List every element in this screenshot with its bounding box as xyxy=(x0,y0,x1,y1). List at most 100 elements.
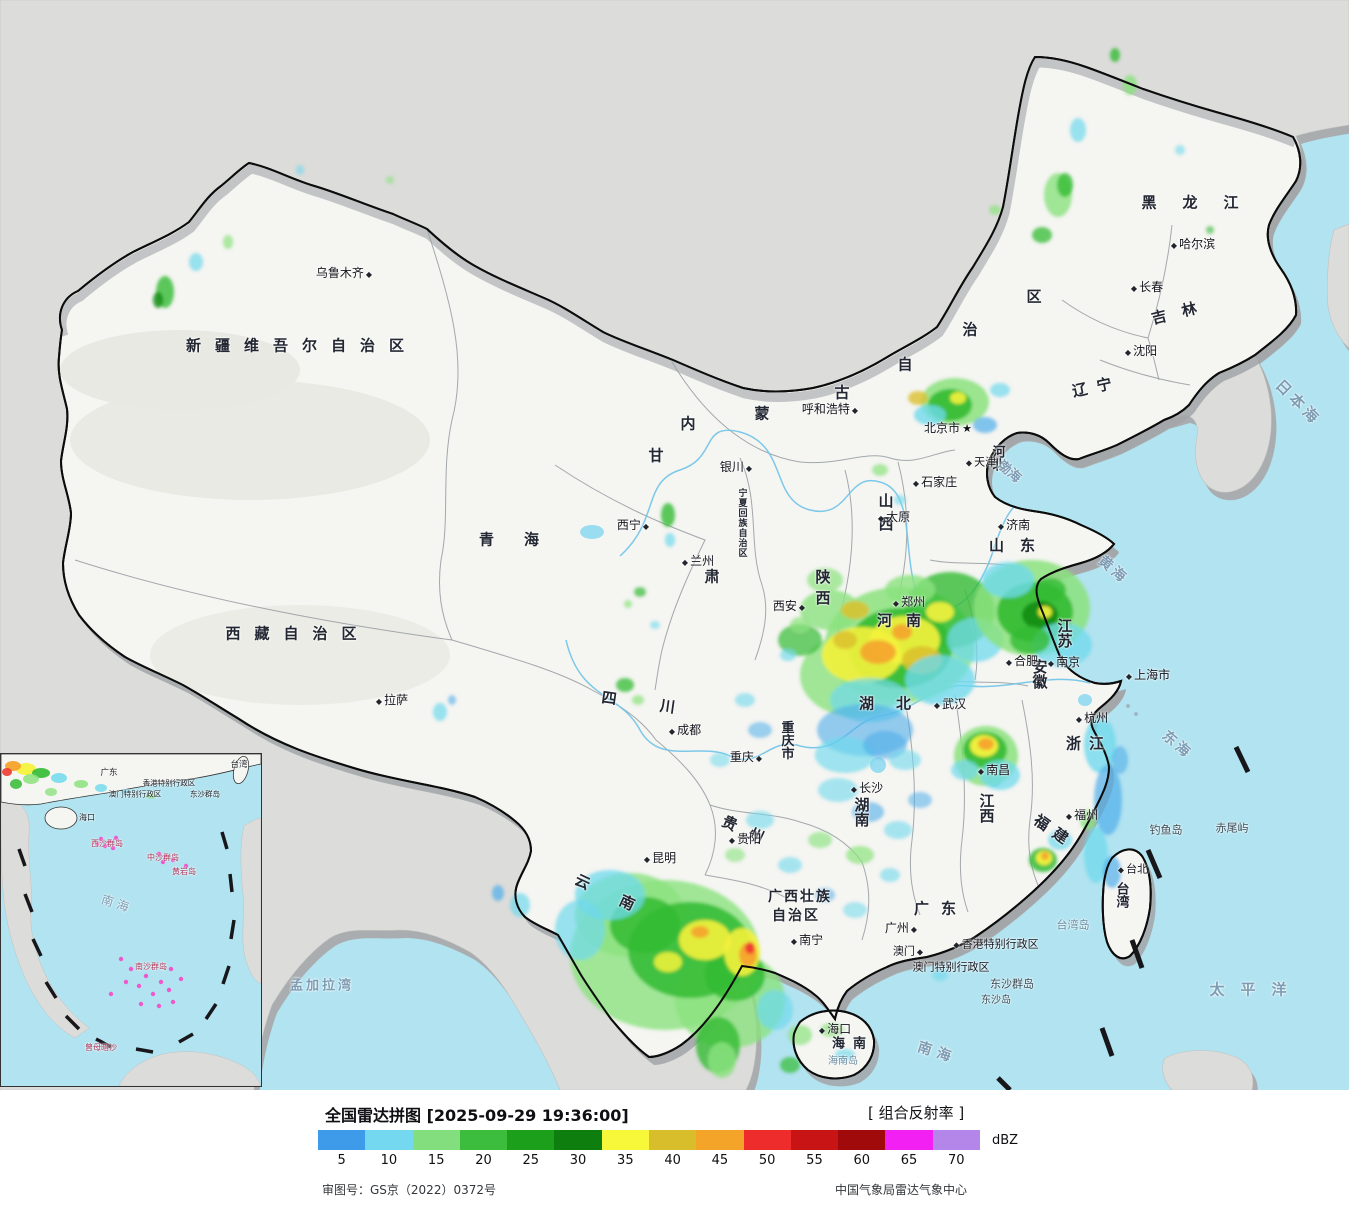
legend-color-cell xyxy=(885,1130,933,1150)
radar-echo xyxy=(386,176,394,184)
lake-qinghai xyxy=(580,525,604,539)
radar-echo xyxy=(778,857,802,873)
island-dot xyxy=(143,973,149,979)
boundary-dash xyxy=(23,893,34,913)
legend-color-cell xyxy=(696,1130,744,1150)
radar-echo xyxy=(1048,830,1072,850)
radar-echo xyxy=(121,789,131,795)
radar-echo xyxy=(780,649,796,661)
inset-philippines-land xyxy=(240,817,261,985)
legend-color-cell xyxy=(507,1130,555,1150)
radar-echo xyxy=(880,868,900,882)
radar-echo xyxy=(835,1049,855,1061)
radar-echo xyxy=(990,383,1010,397)
north-border-shadow-band xyxy=(58,58,1297,402)
terrain-shading xyxy=(60,330,300,410)
legend-tick-label: 15 xyxy=(427,1153,445,1168)
radar-echo xyxy=(708,1042,736,1078)
radar-echo xyxy=(885,575,935,605)
legend-color-cell xyxy=(601,1130,649,1150)
island-dot xyxy=(118,956,124,962)
island-dot xyxy=(138,1001,144,1007)
island-dot xyxy=(163,854,169,860)
legend-color-cell xyxy=(554,1130,602,1150)
radar-echo xyxy=(778,624,822,656)
legend-tick-label: 10 xyxy=(380,1153,398,1168)
lake-dongting xyxy=(870,757,886,773)
boundary-dash xyxy=(1145,849,1163,879)
radar-echo xyxy=(1123,75,1137,95)
china-interior xyxy=(58,58,1297,941)
radar-echo xyxy=(10,779,22,789)
map-title: 全国雷达拼图 [2025-09-29 19:36:00] xyxy=(325,1106,629,1125)
radar-echo xyxy=(790,617,810,633)
radar-echo xyxy=(1010,626,1050,654)
legend-tick-label: 20 xyxy=(475,1153,492,1168)
radar-echo xyxy=(932,969,948,981)
island-dot xyxy=(170,857,176,863)
radar-echo xyxy=(1094,765,1122,835)
legend-color-cell xyxy=(743,1130,791,1150)
radar-echo xyxy=(1041,852,1049,860)
boundary-dash xyxy=(1233,745,1251,774)
radar-echo xyxy=(951,760,979,780)
radar-echo xyxy=(223,235,233,249)
radar-echo xyxy=(433,703,447,721)
boundary-dash xyxy=(220,831,229,850)
lake-taihu xyxy=(1078,694,1092,706)
radar-echo xyxy=(757,990,793,1030)
legend-tick-label: 25 xyxy=(522,1153,540,1168)
radar-echo xyxy=(45,788,57,796)
radar-echo xyxy=(691,926,709,938)
legend-tick-label: 40 xyxy=(664,1153,681,1168)
radar-echo xyxy=(833,631,857,649)
radar-echo xyxy=(846,846,874,864)
island-dot xyxy=(170,999,176,1005)
legend-color-cell xyxy=(790,1130,839,1150)
radar-echo xyxy=(23,774,39,784)
radar-echo xyxy=(860,640,896,664)
radar-echo xyxy=(51,773,67,783)
radar-echo xyxy=(788,1025,812,1045)
radar-echo xyxy=(843,902,867,918)
radar-echo xyxy=(989,205,1001,215)
island-dot xyxy=(106,839,112,845)
radar-echo xyxy=(820,1023,844,1037)
radar-echo xyxy=(892,624,912,640)
legend-color-cell xyxy=(412,1130,460,1150)
legend-color-cell xyxy=(838,1130,886,1150)
coastal-islet xyxy=(1126,704,1130,708)
radar-echo xyxy=(748,722,772,738)
radar-echo xyxy=(735,693,755,707)
radar-echo xyxy=(710,753,730,767)
island-dot xyxy=(166,987,172,993)
radar-echo xyxy=(746,811,774,829)
legend-tick-label: 60 xyxy=(853,1153,870,1168)
maritime-boundary-dashes xyxy=(996,745,1251,1090)
radar-echo xyxy=(818,778,858,802)
inset-taiwan-island xyxy=(232,755,250,785)
radar-echo xyxy=(616,678,634,692)
radar-echo xyxy=(980,760,1020,790)
island-dot xyxy=(128,966,134,972)
radar-echo xyxy=(1057,173,1073,197)
boundary-dash xyxy=(1129,939,1145,969)
inset-borneo-land xyxy=(118,1051,261,1086)
radar-echo xyxy=(808,832,832,848)
map-canvas xyxy=(0,0,1349,1090)
radar-echo xyxy=(1206,226,1214,234)
island-dot xyxy=(156,1003,162,1009)
island-dot xyxy=(98,836,104,842)
radar-echo xyxy=(725,848,745,862)
legend-tick-label: 55 xyxy=(806,1153,823,1168)
radar-echo xyxy=(492,885,504,901)
radar-echo xyxy=(1084,827,1108,883)
radar-echo xyxy=(978,738,994,750)
legend-tick-label: 30 xyxy=(569,1153,587,1168)
approval-number: 审图号：GS京（2022）0372号 xyxy=(322,1183,496,1197)
legend-tick-label: 35 xyxy=(617,1153,634,1168)
radar-echo xyxy=(800,590,860,630)
boundary-dash xyxy=(229,919,236,940)
radar-echo xyxy=(74,780,88,788)
radar-echo xyxy=(807,568,843,592)
